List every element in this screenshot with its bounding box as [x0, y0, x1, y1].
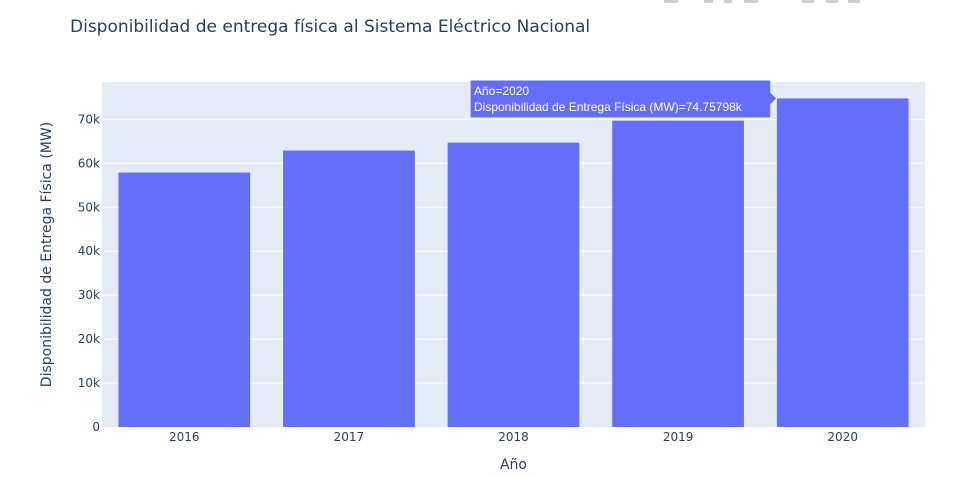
y-tick-label: 20k [78, 332, 100, 346]
x-tick-label: 2016 [169, 430, 200, 444]
modebar[interactable] [664, 0, 860, 3]
x-tick-labels: 2016 2017 2018 2019 2020 [169, 430, 858, 444]
y-tick-label: 40k [78, 244, 100, 258]
bars[interactable] [118, 98, 909, 427]
y-tick-label: 60k [78, 156, 100, 170]
reset-axes-icon[interactable] [802, 0, 814, 3]
y-tick-label: 0 [92, 420, 100, 434]
x-axis-label: Año [500, 457, 527, 473]
toggle-spike-icon[interactable] [826, 0, 838, 3]
bar-2017[interactable] [283, 150, 415, 427]
zoom-icon[interactable] [704, 0, 713, 3]
pan-icon[interactable] [724, 0, 732, 3]
chart-title: Disponibilidad de entrega física al Sist… [70, 17, 590, 37]
y-axis-label: Disponibilidad de Entrega Física (MW) [39, 122, 55, 387]
hover-line-2: Disponibilidad de Entrega Física (MW)=74… [474, 100, 743, 114]
y-tick-label: 10k [78, 376, 100, 390]
y-tick-labels: 0 10k 20k 30k 40k 50k 60k 70k [78, 112, 100, 434]
hover-tooltip-box [469, 79, 778, 119]
bar-2020[interactable] [776, 98, 909, 427]
hover-tooltip: Año=2020 Disponibilidad de Entrega Físic… [469, 79, 778, 119]
bar-2019[interactable] [612, 120, 744, 427]
x-tick-label: 2020 [827, 430, 858, 444]
x-tick-label: 2019 [663, 430, 694, 444]
plotly-logo-icon[interactable] [848, 0, 860, 3]
bar-2018[interactable] [447, 142, 580, 427]
bar-2016[interactable] [118, 172, 251, 427]
hover-line-1: Año=2020 [474, 84, 529, 98]
y-tick-label: 30k [78, 288, 100, 302]
autoscale-icon[interactable] [744, 0, 758, 3]
x-tick-label: 2018 [498, 430, 529, 444]
y-tick-label: 50k [78, 200, 100, 214]
y-tick-label: 70k [78, 112, 100, 126]
x-tick-label: 2017 [334, 430, 365, 444]
camera-icon[interactable] [664, 0, 678, 3]
